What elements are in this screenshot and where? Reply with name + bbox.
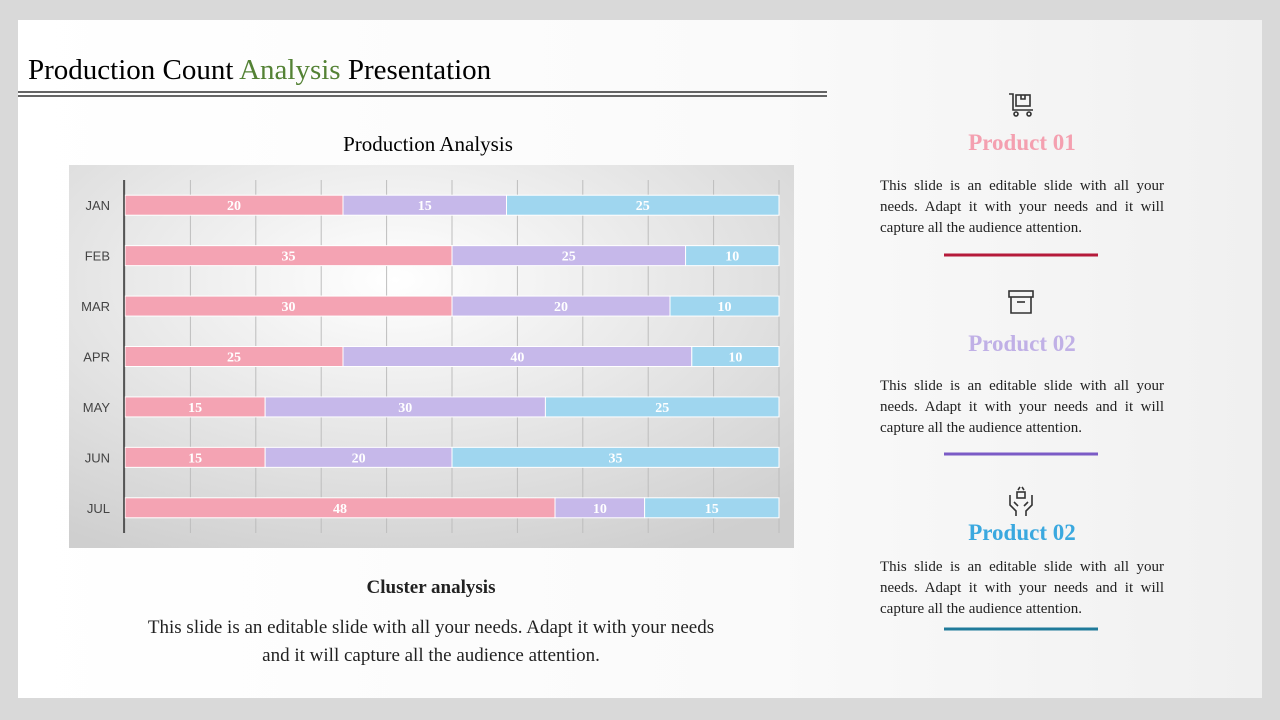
data-label: 15	[418, 199, 432, 214]
data-label: 20	[227, 199, 241, 214]
data-label: 10	[718, 300, 732, 315]
data-label: 25	[636, 199, 650, 214]
product-title: Product 02	[968, 520, 1076, 545]
y-tick-label: MAR	[81, 299, 110, 314]
summary-heading: Cluster analysis	[366, 577, 496, 598]
product-text: This slide is an editable slide with all…	[880, 559, 1164, 617]
data-label: 30	[398, 401, 412, 416]
bar-segment	[544, 396, 780, 418]
bar-segment	[644, 497, 780, 519]
y-tick-label: JAN	[85, 198, 110, 213]
y-tick-label: JUN	[85, 450, 110, 465]
title-part: Presentation	[348, 54, 492, 86]
bar-segment	[506, 194, 780, 216]
bar-segment	[685, 245, 780, 267]
data-label: 10	[593, 502, 607, 517]
title-highlight: Analysis	[239, 54, 341, 86]
data-label: 30	[282, 300, 296, 315]
data-label: 20	[554, 300, 568, 315]
data-label: 35	[282, 250, 296, 265]
chart-title: Production Analysis	[343, 132, 513, 156]
data-label: 25	[227, 351, 241, 366]
slide-title: Production Count Analysis Presentation	[28, 54, 492, 86]
y-tick-label: JUL	[87, 501, 110, 516]
icons	[1008, 93, 1034, 516]
data-label: 40	[510, 351, 524, 366]
data-label: 10	[725, 250, 739, 265]
data-label: 10	[728, 351, 742, 366]
data-label: 35	[609, 451, 623, 466]
data-label: 15	[705, 502, 719, 517]
y-tick-label: APR	[83, 350, 110, 365]
data-label: 15	[188, 451, 202, 466]
y-tick-label: FEB	[85, 249, 110, 264]
title-part: Production Count	[28, 54, 233, 86]
product-title: Product 01	[968, 130, 1076, 155]
bar-segment	[451, 446, 780, 468]
plot: JAN 20 15 25 FEB 35 25 10 MAR 30 20 10 APR 25 40 10 MAY 1…	[81, 180, 780, 533]
bar-segment	[691, 346, 780, 367]
data-label: 15	[188, 401, 202, 416]
product-title: Product 02	[968, 331, 1076, 356]
product-text: This slide is an editable slide with all…	[880, 178, 1164, 236]
y-tick-label: MAY	[83, 400, 111, 415]
hands-icon	[1009, 486, 1033, 516]
data-label: 48	[333, 502, 347, 517]
box-icon	[1008, 290, 1034, 314]
data-label: 20	[352, 451, 366, 466]
cart-icon	[1009, 93, 1033, 117]
data-label: 25	[655, 401, 669, 416]
data-label: 25	[562, 250, 576, 265]
summary-text: This slide is an editable slide with all…	[147, 617, 715, 666]
product-text: This slide is an editable slide with all…	[880, 378, 1164, 436]
bar-segment	[669, 295, 780, 317]
